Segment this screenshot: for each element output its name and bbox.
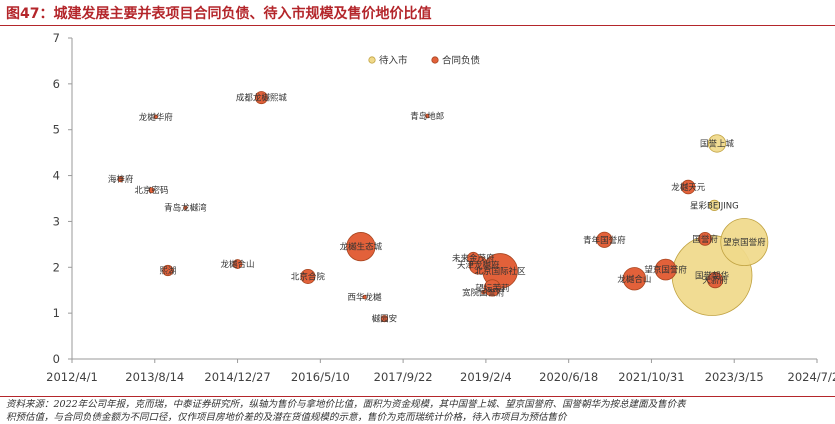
x-tick-label: 2014/12/27 xyxy=(204,370,270,384)
contract-bubble xyxy=(481,290,486,295)
point-label: 龙樾合山 xyxy=(221,259,255,270)
x-tick-label: 2024/7/27 xyxy=(788,370,835,384)
scatter-chart: 0 1 2 3 4 5 6 7 2012/4/1 2013/8/14 2014/12/27 2016/… xyxy=(46,31,835,384)
contract-bubble xyxy=(680,179,696,195)
contract-bubble xyxy=(362,294,367,300)
pending-bubble xyxy=(707,134,727,153)
contract-bubble xyxy=(698,231,712,246)
point-label: 宽院国誉府 xyxy=(462,288,505,299)
y-tick-label: 5 xyxy=(53,123,60,137)
chart-title: 图47：城建发展主要并表项目合同负债、待入市规模及售价地价比值 xyxy=(6,6,432,22)
y-tick-label: 4 xyxy=(53,169,60,183)
source-line-1: 资料来源：2022年公司年报，克而瑞，中泰证券研究所，纵轴为售价与拿地价比值，面… xyxy=(6,399,686,410)
x-tick-label: 2012/4/1 xyxy=(46,370,98,384)
contract-bubble xyxy=(183,205,188,210)
y-tick-label: 0 xyxy=(53,352,60,366)
point-label: 成都龙樾熙城 xyxy=(236,93,288,104)
x-tick-label: 2016/5/10 xyxy=(291,370,350,384)
contract-bubble xyxy=(596,231,613,248)
point-label: 北京密码 xyxy=(134,185,168,196)
point-label: 未来金茂府 xyxy=(452,253,495,264)
point-label: 望京国誉府 xyxy=(644,265,687,276)
point-label: 北京合院 xyxy=(291,271,326,282)
x-tick-label: 2023/3/15 xyxy=(705,370,764,384)
contract-bubble xyxy=(483,279,501,297)
point-label: 国誉府 xyxy=(692,234,718,245)
x-tick-label: 2020/6/18 xyxy=(539,370,598,384)
contract-bubble xyxy=(117,176,124,183)
point-label: 龙樾生态城 xyxy=(340,242,383,253)
pending-bubble xyxy=(720,218,769,267)
point-label: 天骄府 xyxy=(702,275,728,286)
x-tick-label: 2021/10/31 xyxy=(618,370,684,384)
contract-bubble xyxy=(254,91,268,105)
x-tick-label: 2017/9/22 xyxy=(374,370,433,384)
legend-marker-contract xyxy=(431,56,439,64)
contract-bubble xyxy=(622,267,647,291)
point-label: 青岛地郎 xyxy=(410,111,444,122)
point-label: 龙樾华府 xyxy=(139,112,174,123)
point-label: 国誉上城 xyxy=(700,138,735,149)
contract-bubble xyxy=(153,114,158,120)
x-tick-label: 2019/2/4 xyxy=(460,370,512,384)
contract-bubble xyxy=(380,315,388,323)
source-line-2: 积预估值，与合同负债金额为不同口径，仅作项目房地价差的及潜在货值规模的示意，售价… xyxy=(6,411,567,423)
contract-bubble xyxy=(148,187,155,194)
y-tick-label: 1 xyxy=(53,306,60,320)
contract-bubble xyxy=(467,251,480,265)
point-label: 樾园安 xyxy=(372,314,398,325)
point-label: 星彩BEIJING xyxy=(690,200,739,211)
contract-bubble xyxy=(232,259,243,269)
point-label: 龙樾合山 xyxy=(617,274,651,285)
y-tick-label: 3 xyxy=(53,214,60,228)
point-label: 海梓府 xyxy=(108,174,134,185)
point-label: 龙樾天元 xyxy=(671,182,706,193)
point-label: 天津龙樾府 xyxy=(457,260,500,271)
contract-bubble xyxy=(162,264,174,277)
y-tick-label: 7 xyxy=(53,31,60,45)
point-label: 北京国际社区 xyxy=(475,266,527,277)
footer-rule xyxy=(0,396,835,397)
legend-label-pending: 待入市 xyxy=(379,55,408,67)
x-tick-label: 2013/8/14 xyxy=(125,370,184,384)
y-tick-label: 2 xyxy=(53,260,60,274)
legend-marker-pending xyxy=(368,56,376,64)
contract-bubble xyxy=(707,272,724,289)
contract-bubble xyxy=(346,232,376,262)
source-note: 资料来源：2022年公司年报，克而瑞，中泰证券研究所，纵轴为售价与拿地价比值，面… xyxy=(6,399,832,424)
point-label: 西华龙樾 xyxy=(348,292,383,303)
y-tick-label: 6 xyxy=(53,77,60,91)
point-label: 望京国誉府 xyxy=(723,237,766,248)
point-label: 国誉朝华 xyxy=(695,271,730,282)
contract-bubble xyxy=(300,268,316,284)
pending-bubble xyxy=(708,199,720,211)
point-label: 熙湖 xyxy=(159,266,176,276)
title-rule xyxy=(0,25,835,26)
point-label: 青年国誉府 xyxy=(583,235,626,246)
point-label: 望坛茉莉 xyxy=(475,283,509,294)
point-label: 青岛龙樾湾 xyxy=(164,203,207,214)
contract-bubble xyxy=(425,113,430,119)
contract-bubble xyxy=(654,258,677,281)
legend-label-contract: 合同负债 xyxy=(442,55,481,67)
